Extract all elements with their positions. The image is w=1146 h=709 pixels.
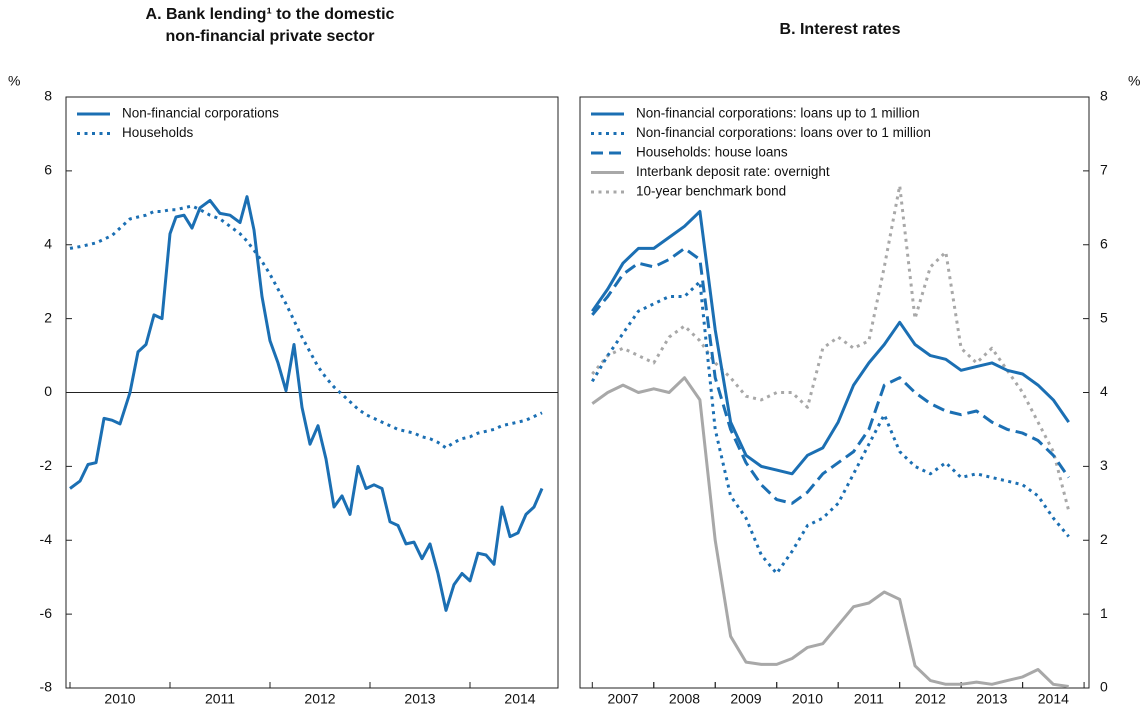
x-tick-label: 2012	[915, 691, 946, 707]
x-tick-label: 2011	[205, 691, 235, 707]
x-tick-label: 2012	[304, 691, 335, 707]
x-tick-label: 2009	[730, 691, 761, 707]
y-tick-label: 0	[1100, 679, 1108, 695]
y-tick-label: 1	[1100, 605, 1108, 621]
y-tick-label: 4	[44, 235, 52, 251]
y-tick-label: 6	[1100, 235, 1108, 251]
legend-label: 10-year benchmark bond	[636, 184, 786, 199]
y-axis-label: %	[1128, 73, 1140, 89]
series-line	[591, 184, 1071, 512]
x-tick-label: 2010	[104, 691, 135, 707]
y-tick-label: 5	[1100, 309, 1108, 325]
legend-label: Interbank deposit rate: overnight	[636, 164, 830, 179]
chart-title: B. Interest rates	[780, 21, 901, 38]
x-tick-label: 2010	[792, 691, 823, 707]
x-tick-label: 2007	[607, 691, 638, 707]
y-tick-label: 8	[1100, 88, 1108, 104]
series-line	[591, 210, 1070, 476]
legend-label: Non-financial corporations	[122, 106, 279, 121]
series-line	[69, 195, 544, 612]
chart-title: A. Bank lending¹ to the domestic	[146, 6, 395, 23]
y-axis-label: %	[8, 73, 20, 89]
y-tick-label: 3	[1100, 457, 1108, 473]
y-tick-label: -8	[40, 679, 53, 695]
y-tick-label: -6	[40, 605, 53, 621]
y-tick-label: 4	[1100, 383, 1108, 399]
legend-label: Households: house loans	[636, 145, 788, 160]
chart-title: non-financial private sector	[166, 28, 375, 45]
y-tick-label: 6	[44, 162, 52, 178]
y-tick-label: 2	[44, 309, 52, 325]
y-tick-label: 0	[44, 383, 52, 399]
x-tick-label: 2014	[1038, 691, 1069, 707]
legend-label: Non-financial corporations: loans over t…	[636, 125, 931, 140]
x-tick-label: 2013	[404, 691, 435, 707]
series-line	[591, 280, 1070, 575]
series-line	[591, 376, 1069, 688]
y-tick-label: -4	[40, 531, 53, 547]
legend-label: Households	[122, 125, 194, 140]
y-tick-label: 2	[1100, 531, 1108, 547]
x-tick-label: 2011	[854, 691, 884, 707]
series-line	[69, 204, 543, 450]
y-tick-label: 8	[44, 88, 52, 104]
x-tick-label: 2013	[976, 691, 1007, 707]
x-tick-label: 2014	[504, 691, 535, 707]
y-tick-label: 7	[1100, 162, 1108, 178]
legend-label: Non-financial corporations: loans up to …	[636, 106, 920, 121]
series-line	[591, 246, 1070, 505]
x-tick-label: 2008	[669, 691, 700, 707]
y-tick-label: -2	[40, 457, 53, 473]
